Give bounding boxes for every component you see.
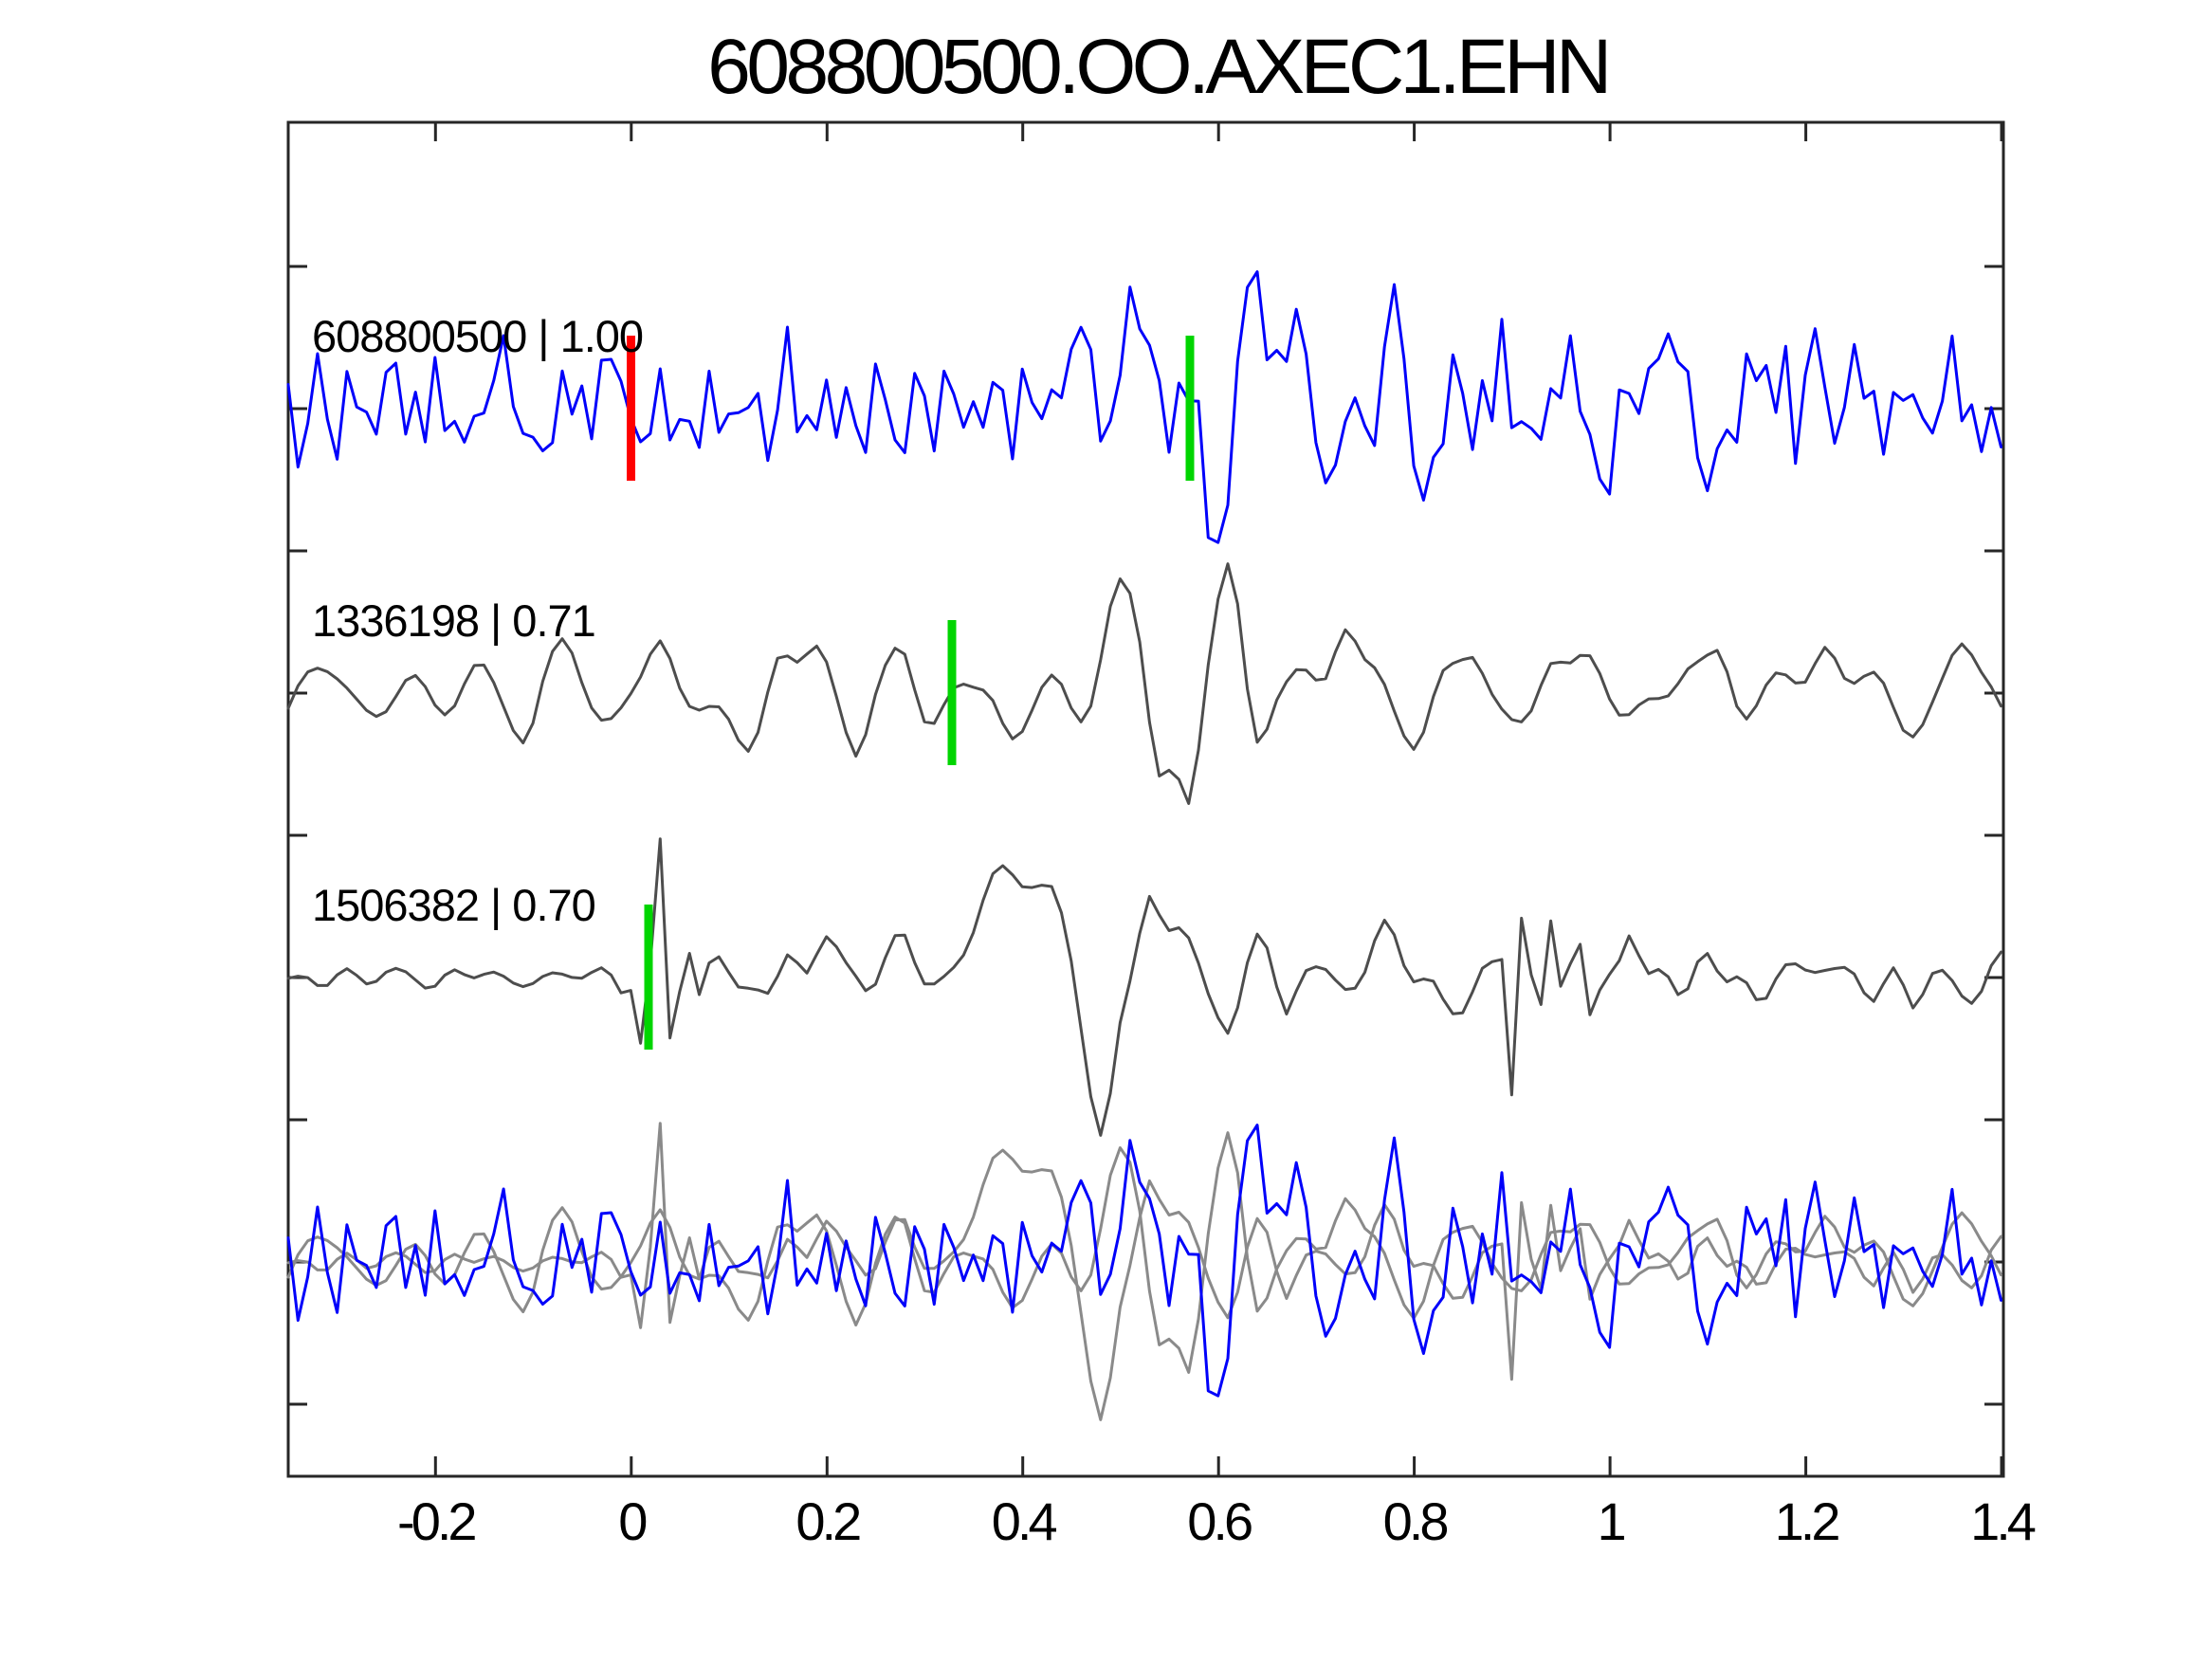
svg-text:1336198 | 0.71: 1336198 | 0.71: [312, 595, 595, 646]
svg-text:0.6: 0.6: [1187, 1491, 1252, 1551]
svg-text:0.4: 0.4: [992, 1491, 1057, 1551]
svg-text:608800500 | 1.00: 608800500 | 1.00: [312, 311, 643, 361]
svg-text:0: 0: [618, 1491, 646, 1551]
svg-text:1506382 | 0.70: 1506382 | 0.70: [312, 880, 595, 930]
svg-text:0.8: 0.8: [1383, 1491, 1448, 1551]
svg-text:608800500.OO.AXEC1.EHN: 608800500.OO.AXEC1.EHN: [707, 24, 1607, 110]
svg-text:-0.2: -0.2: [397, 1491, 475, 1551]
svg-text:0.2: 0.2: [795, 1491, 860, 1551]
svg-text:1.2: 1.2: [1775, 1491, 1839, 1551]
svg-text:1.4: 1.4: [1970, 1491, 2036, 1551]
svg-text:1: 1: [1598, 1491, 1625, 1551]
